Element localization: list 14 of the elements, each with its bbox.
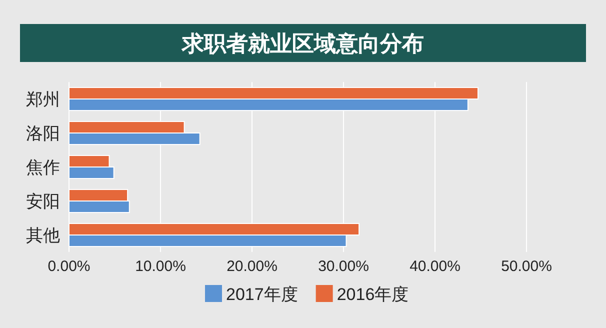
y-tick-label: 安阳 xyxy=(26,192,60,211)
x-tick-label: 40.00% xyxy=(410,258,460,275)
x-tick-label: 50.00% xyxy=(501,258,552,275)
y-tick-label: 其他 xyxy=(26,226,60,245)
chart-title: 求职者就业区域意向分布 xyxy=(181,31,424,56)
x-tick-label: 10.00% xyxy=(135,258,186,275)
x-tick-label: 0.00% xyxy=(48,258,90,275)
legend-label: 2017年度 xyxy=(226,285,298,304)
y-tick-label: 洛阳 xyxy=(26,124,60,143)
legend-label: 2016年度 xyxy=(336,285,409,304)
y-tick-label: 郑州 xyxy=(26,90,60,109)
x-tick-label: 20.00% xyxy=(226,258,278,275)
x-tick-label: 30.00% xyxy=(318,258,369,275)
y-tick-label: 焦作 xyxy=(26,158,60,177)
